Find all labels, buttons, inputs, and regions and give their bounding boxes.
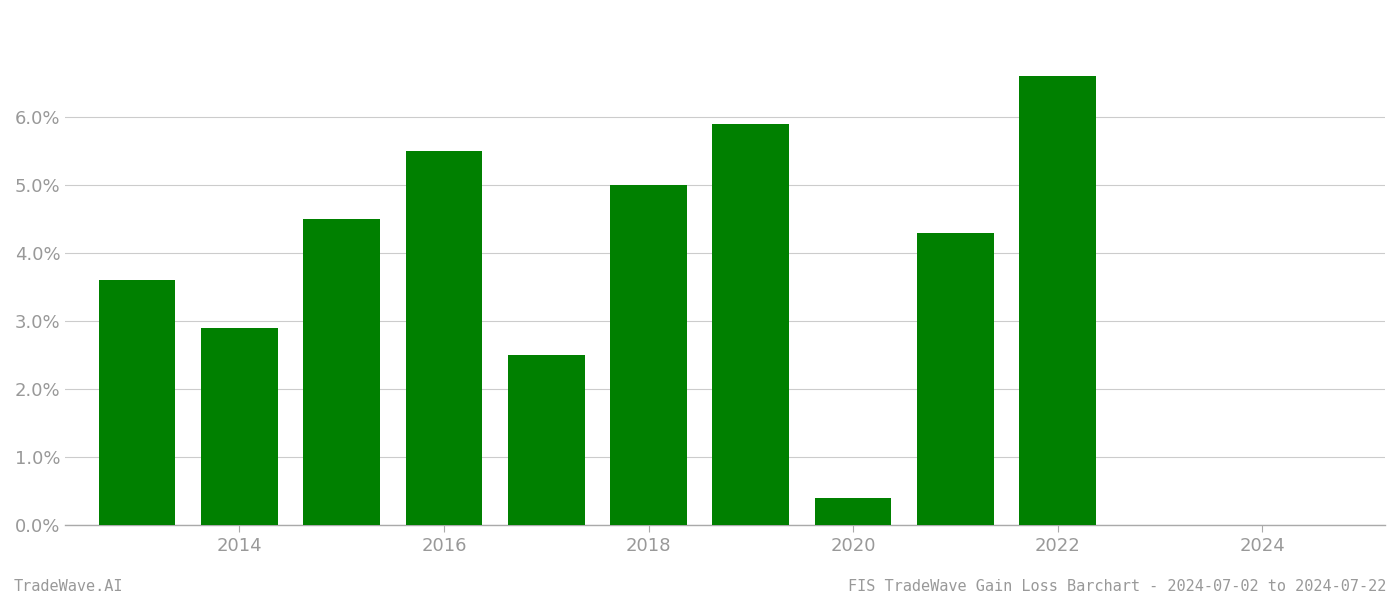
- Bar: [202, 328, 277, 525]
- Bar: [713, 124, 790, 525]
- Bar: [610, 185, 687, 525]
- Bar: [304, 219, 379, 525]
- Bar: [406, 151, 483, 525]
- Bar: [1019, 76, 1096, 525]
- Bar: [99, 280, 175, 525]
- Bar: [917, 233, 994, 525]
- Bar: [508, 355, 585, 525]
- Text: FIS TradeWave Gain Loss Barchart - 2024-07-02 to 2024-07-22: FIS TradeWave Gain Loss Barchart - 2024-…: [847, 579, 1386, 594]
- Text: TradeWave.AI: TradeWave.AI: [14, 579, 123, 594]
- Bar: [815, 498, 892, 525]
